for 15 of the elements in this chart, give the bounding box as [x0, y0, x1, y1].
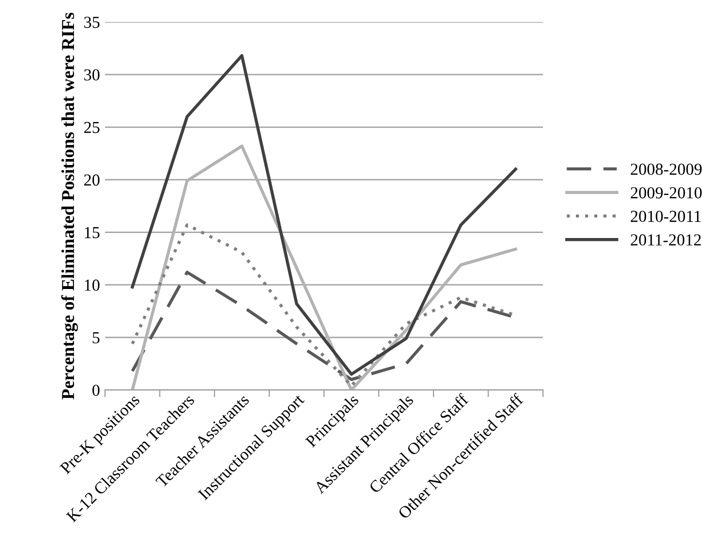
legend-label: 2010-2011 [630, 210, 701, 222]
y-tick-label: 10 [84, 280, 100, 291]
line-series [130, 54, 518, 376]
y-tick-label: 15 [84, 227, 100, 238]
y-tick-label: 25 [84, 122, 100, 134]
legend-label: 2011-2012 [630, 234, 701, 246]
y-axis-title: Percentage of Eliminated Positions that were RIFs [61, 12, 78, 400]
line-series [130, 144, 518, 390]
legend-label: 2009-2010 [630, 187, 702, 198]
y-tick-label: 35 [84, 16, 100, 28]
y-tick-label: 0 [92, 384, 100, 396]
y-tick-label: 20 [84, 174, 100, 186]
y-tick-label: 30 [84, 69, 100, 81]
legend-label: 2008-2009 [630, 164, 702, 175]
y-tick-label: 5 [92, 332, 100, 344]
